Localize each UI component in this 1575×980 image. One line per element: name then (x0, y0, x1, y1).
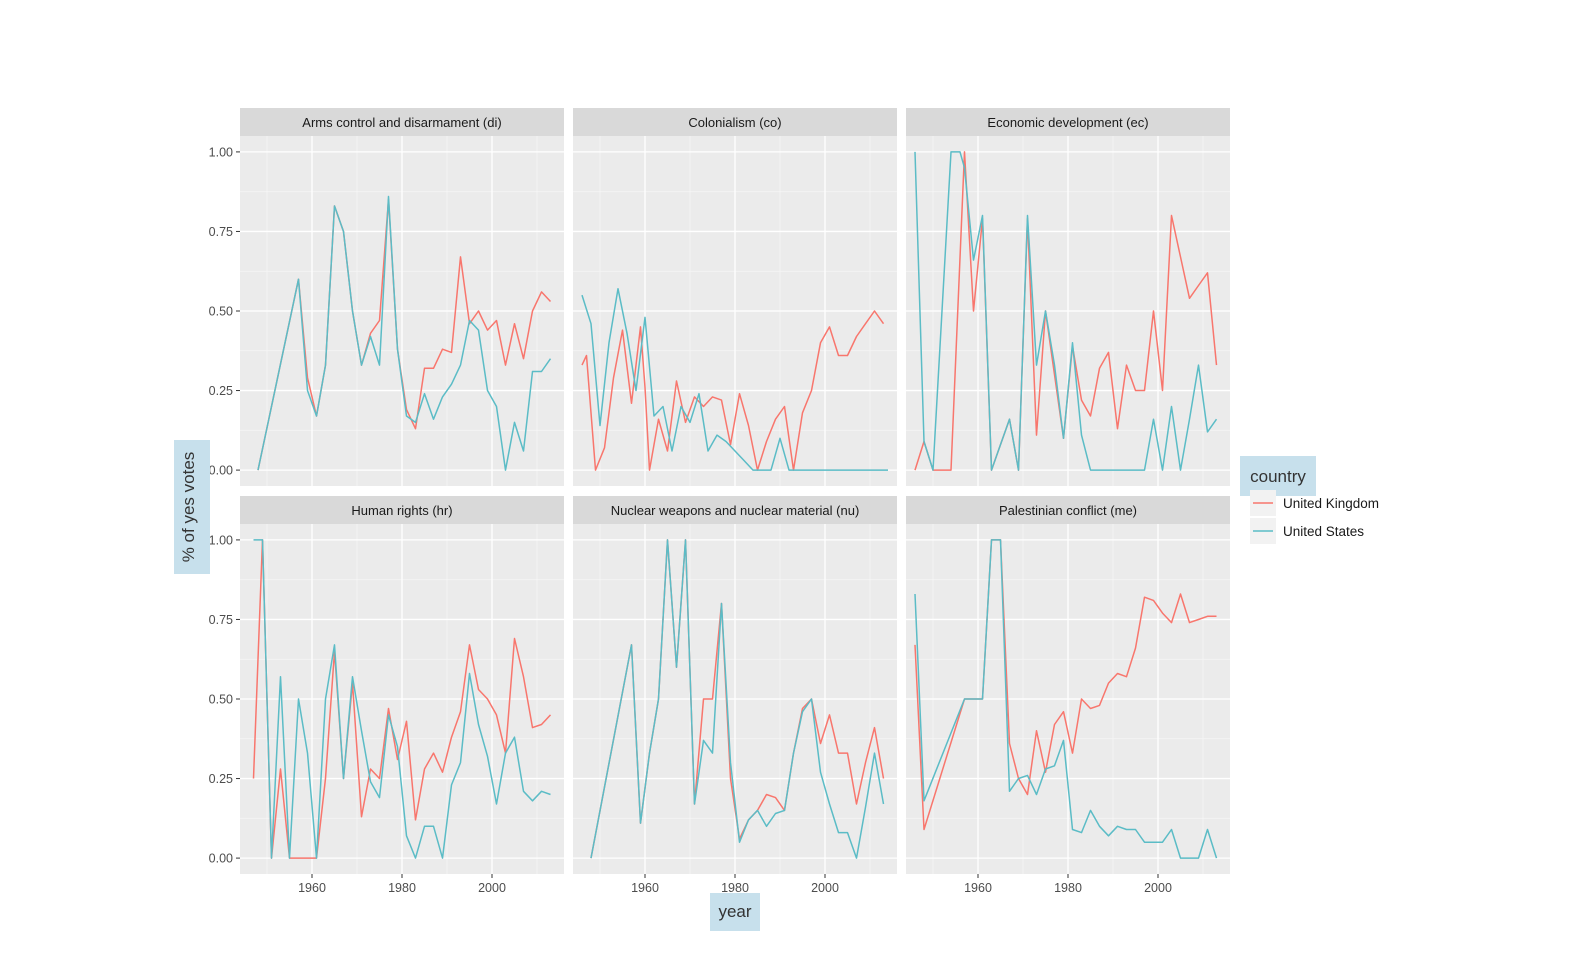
facet-title: Palestinian conflict (me) (999, 503, 1137, 518)
y-tick-label: 0.25 (209, 384, 233, 398)
facet-strip (240, 496, 564, 524)
series-line-united-states (914, 151, 1218, 471)
facet-strip (573, 496, 897, 524)
legend-title: country (1250, 467, 1306, 486)
series-line-united-states (253, 539, 551, 859)
x-tick-label: 1960 (964, 881, 992, 895)
y-tick-label: 0.75 (209, 225, 233, 239)
facet-strip (573, 108, 897, 136)
series-line-united-kingdom (581, 310, 885, 471)
series-line-united-kingdom (252, 539, 552, 859)
legend-label: United Kingdom (1283, 496, 1379, 511)
legend-title-highlight (1240, 456, 1316, 496)
facet-strip (906, 108, 1230, 136)
x-tick-label: 2000 (1144, 881, 1172, 895)
x-tick-label: 2000 (811, 881, 839, 895)
facet-title: Arms control and disarmament (di) (302, 115, 501, 130)
x-tick-label: 1960 (298, 881, 326, 895)
facet-strip (240, 108, 564, 136)
x-tick-label: 1980 (388, 881, 416, 895)
y-tick-label: 0.00 (209, 852, 233, 866)
x-tick-label: 1980 (721, 881, 749, 895)
facet-title: Nuclear weapons and nuclear material (nu… (611, 503, 860, 518)
facet-strip (906, 496, 1230, 524)
legend-label: United States (1283, 524, 1364, 539)
y-tick-label: 1.00 (209, 533, 233, 547)
x-axis-title-highlight (710, 893, 760, 931)
x-tick-label: 2000 (478, 881, 506, 895)
series-line-united-states (914, 539, 1218, 859)
y-tick-label: 0.50 (209, 305, 233, 319)
facet-title: Colonialism (co) (688, 115, 781, 130)
y-axis-title-highlight (174, 440, 210, 574)
y-tick-label: 1.00 (209, 145, 233, 159)
series-line-united-states (581, 287, 888, 471)
series-line-united-states (257, 195, 552, 471)
y-tick-label: 0.75 (209, 613, 233, 627)
facet-title: Economic development (ec) (987, 115, 1148, 130)
series-line-united-states (590, 539, 885, 859)
y-tick-label: 0.25 (209, 772, 233, 786)
x-tick-label: 1980 (1054, 881, 1082, 895)
y-tick-label: 0.50 (209, 693, 233, 707)
facet-title: Human rights (hr) (351, 503, 452, 518)
y-axis-title: % of yes votes (179, 452, 198, 563)
x-axis-title: year (718, 902, 751, 921)
y-tick-label: 0.00 (209, 464, 233, 478)
x-tick-label: 1960 (631, 881, 659, 895)
